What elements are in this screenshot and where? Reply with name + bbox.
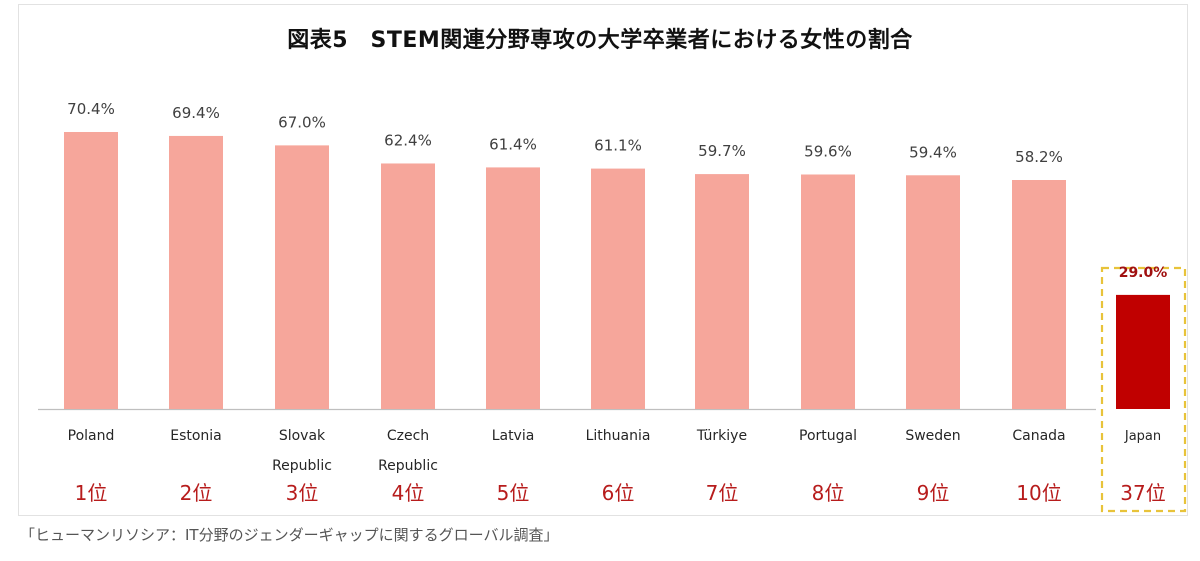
rank-label: 3位: [286, 481, 319, 505]
value-label: 67.0%: [278, 113, 326, 131]
value-label: 61.4%: [489, 135, 537, 153]
chart-title: 図表5 STEM関連分野専攻の大学卒業者における女性の割合: [287, 28, 913, 53]
bar-czech-republic: [381, 163, 435, 409]
bar-chart: 70.4% Poland 1位 69.4% Estonia 2位 67.0% Slovak Re…: [38, 100, 1187, 513]
value-label: 61.1%: [594, 137, 642, 155]
category-label: Türkiye: [696, 428, 747, 444]
category-label: Slovak Republic: [272, 428, 332, 474]
value-label: 59.4%: [909, 143, 957, 161]
bar-latvia: [486, 167, 540, 409]
rank-label: 7位: [706, 481, 739, 505]
rank-label: 9位: [917, 481, 950, 505]
highlight-box: [1100, 266, 1187, 513]
bar-slovak-republic: [275, 145, 329, 409]
category-label: Estonia: [170, 428, 222, 444]
value-label: 29.0%: [1119, 265, 1168, 281]
category-label: Canada: [1012, 428, 1065, 444]
category-label: Portugal: [799, 428, 857, 444]
bar-türkiye: [695, 174, 749, 409]
category-label: Czech Republic: [378, 428, 438, 474]
category-label: Poland: [68, 428, 115, 444]
bar-lithuania: [591, 168, 645, 409]
category-label: Japan: [1124, 429, 1161, 444]
bar-portugal: [801, 174, 855, 409]
value-label: 70.4%: [67, 100, 115, 118]
rank-label: 6位: [602, 481, 635, 505]
rank-label: 37位: [1120, 481, 1165, 505]
rank-label: 10位: [1016, 481, 1061, 505]
bar-poland: [64, 132, 118, 409]
rank-label: 8位: [812, 481, 845, 505]
value-label: 62.4%: [384, 131, 432, 149]
value-label: 69.4%: [172, 104, 220, 122]
source-note: 「ヒューマンリソシア：IT分野のジェンダーギャップに関するグローバル調査」: [20, 526, 559, 544]
bar-canada: [1012, 180, 1066, 409]
category-label: Sweden: [905, 428, 960, 444]
bar-sweden: [906, 175, 960, 409]
rank-label: 5位: [497, 481, 530, 505]
value-label: 59.7%: [698, 142, 746, 160]
category-label: Latvia: [492, 428, 535, 444]
value-label: 58.2%: [1015, 148, 1063, 166]
rank-label: 2位: [180, 481, 213, 505]
category-label: Lithuania: [586, 428, 651, 444]
bar-estonia: [169, 135, 223, 409]
value-label: 59.6%: [804, 142, 852, 160]
bar-japan: [1116, 294, 1170, 409]
rank-label: 4位: [392, 481, 425, 505]
rank-label: 1位: [75, 481, 108, 505]
